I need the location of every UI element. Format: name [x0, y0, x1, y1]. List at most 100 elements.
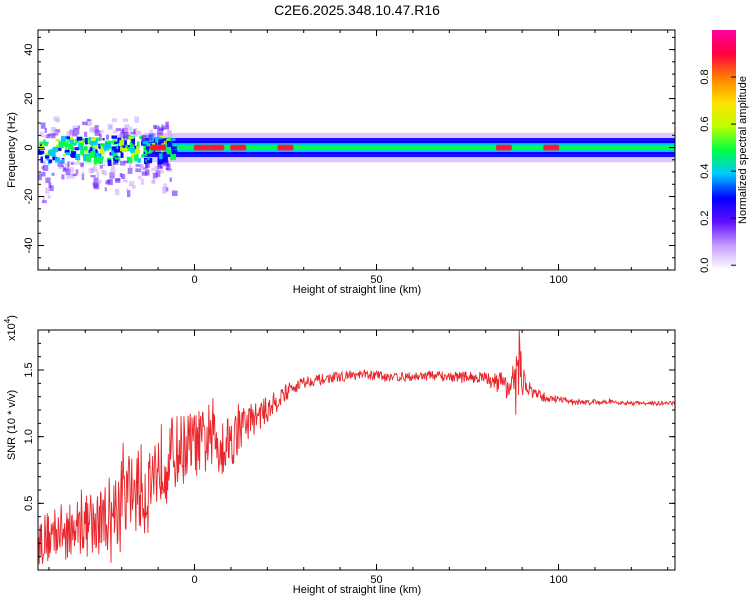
noise-cell: [84, 131, 88, 137]
noise-cell: [131, 150, 137, 156]
noise-cell: [165, 187, 169, 192]
noise-cell: [85, 160, 88, 163]
colorbar-tick-label: 0.4: [699, 163, 711, 178]
noise-cell: [71, 162, 74, 165]
x-tick-label: 50: [370, 574, 382, 586]
noise-cell: [40, 131, 44, 138]
noise-cell: [157, 163, 163, 170]
noise-cell: [166, 140, 171, 147]
noise-cell: [130, 142, 133, 150]
noise-cell: [167, 163, 171, 168]
noise-cell: [119, 172, 123, 177]
noise-cell: [95, 149, 98, 157]
noise-cell: [70, 151, 77, 158]
snr-scale-exponent: 4: [3, 318, 12, 323]
noise-cell: [134, 154, 138, 162]
noise-cell: [121, 173, 126, 179]
noise-cell: [63, 153, 66, 157]
y-tick-label: -40: [23, 238, 35, 254]
noise-cell: [50, 133, 56, 139]
noise-cell: [94, 153, 98, 158]
noise-cell: [80, 162, 84, 167]
noise-cell: [52, 146, 59, 153]
hotspot-core: [545, 146, 558, 149]
noise-cell: [86, 119, 93, 127]
noise-cell: [55, 119, 60, 123]
noise-cell: [171, 138, 176, 141]
colorbar-tick-label: 0.6: [699, 116, 711, 131]
noise-cell: [70, 146, 74, 152]
noise-cell: [64, 163, 69, 169]
noise-cell: [114, 141, 118, 145]
noise-cell: [130, 131, 136, 135]
noise-cell: [147, 156, 151, 161]
noise-cell: [46, 134, 51, 139]
noise-cell: [95, 152, 101, 158]
noise-cell: [126, 156, 133, 164]
noise-cell: [38, 173, 42, 181]
noise-cell: [128, 126, 133, 131]
noise-cell: [133, 128, 136, 134]
noise-cell: [158, 170, 164, 174]
noise-cell: [98, 143, 101, 148]
noise-cell: [113, 147, 120, 153]
noise-cell: [62, 141, 69, 147]
noise-cell: [114, 157, 120, 160]
noise-cell: [43, 139, 46, 144]
noise-cell: [93, 177, 99, 184]
snr-ticks: 0 50 100 1.5 1.0 0.5: [23, 330, 675, 586]
noise-cell: [42, 200, 47, 204]
noise-cell: [128, 181, 135, 187]
noise-cell: [40, 156, 44, 163]
noise-cell: [112, 157, 116, 165]
noise-cell: [137, 158, 142, 163]
noise-cell: [96, 180, 102, 184]
y-tick-label: 0: [23, 144, 35, 150]
noise-cell: [80, 149, 83, 155]
noise-cell: [92, 165, 97, 171]
noise-cell: [126, 190, 131, 198]
noise-cell: [149, 157, 153, 164]
noise-cell: [66, 131, 73, 137]
noise-cell: [122, 131, 129, 139]
hotspot-core: [497, 146, 510, 149]
noise-cell: [127, 167, 133, 174]
noise-cell: [139, 164, 145, 170]
colorbar-tick-label: 0.8: [699, 69, 711, 84]
noise-cell: [130, 147, 135, 153]
noise-cell: [134, 132, 139, 137]
x-tick-label: 100: [549, 574, 567, 586]
noise-cell: [129, 161, 132, 169]
noise-cell: [117, 137, 121, 144]
noise-cell: [100, 143, 106, 148]
noise-cell: [48, 159, 53, 163]
noise-cell: [49, 185, 54, 192]
snr-scale-label: x104): [3, 315, 18, 341]
noise-cell: [162, 157, 168, 163]
noise-cell: [62, 167, 66, 172]
noise-cell: [125, 144, 128, 149]
noise-cell: [73, 142, 77, 146]
noise-cell: [92, 184, 99, 188]
noise-cell: [42, 160, 45, 164]
noise-cell: [167, 130, 173, 137]
noise-cell: [134, 128, 138, 133]
noise-cell: [83, 153, 90, 161]
noise-cell: [166, 168, 173, 172]
noise-cell: [57, 160, 63, 167]
noise-cell: [99, 133, 102, 141]
noise-cell: [99, 146, 105, 152]
noise-cell: [89, 147, 93, 153]
noise-cell: [123, 124, 130, 127]
noise-cell: [117, 134, 123, 141]
noise-cell: [48, 150, 52, 156]
noise-cell: [81, 149, 85, 156]
noise-cell: [171, 190, 178, 197]
noise-cell: [90, 137, 96, 141]
noise-cell: [155, 142, 160, 146]
noise-cell: [124, 126, 129, 133]
noise-cell: [75, 169, 79, 174]
noise-cell: [74, 147, 79, 151]
noise-cell: [106, 134, 110, 140]
noise-cell: [147, 150, 152, 154]
